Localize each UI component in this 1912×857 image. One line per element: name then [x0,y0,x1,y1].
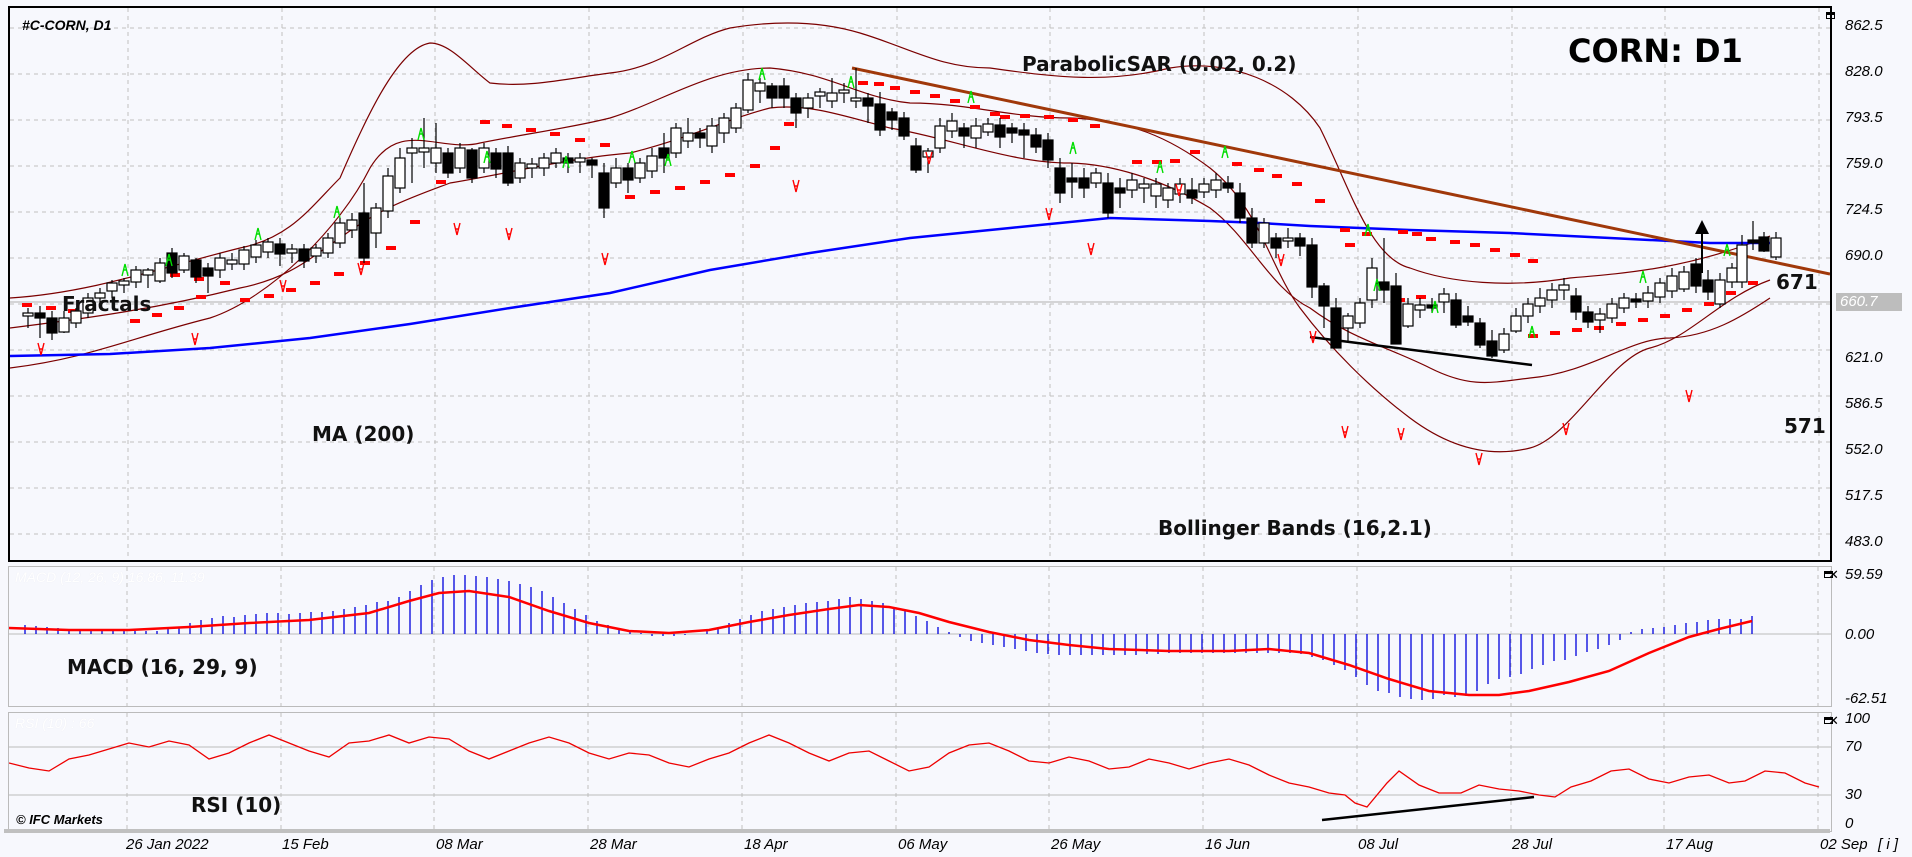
parabolic-sar-label: ParabolicSAR (0.02, 0.2) [1022,52,1297,76]
candles [22,68,1782,358]
up-arrow-signal [1695,220,1709,273]
price-tick: 586.5 [1845,395,1883,412]
price-tick: 483.0 [1845,533,1883,550]
rsi-line [9,734,1820,808]
bollinger-label: Bollinger Bands (16,2.1) [1158,516,1432,540]
rsi-header: RSI (10) : 66 [15,715,95,731]
macd-label: MACD (16, 29, 9) [67,655,258,679]
ma200-label: MA (200) [312,422,415,446]
rsi-trendline [1321,795,1535,822]
rsi-pane[interactable]: RSI (10) : 66 RSI (10) [8,712,1833,832]
symbol-label: #C-CORN, D1 [22,17,112,33]
price-tick: 552.0 [1845,441,1883,458]
date-tick: 02 Sep [1820,836,1868,853]
fractals-label: Fractals [62,292,152,316]
price-tick: 690.0 [1845,247,1883,264]
price-chart-plot [10,8,1830,560]
grid-lines [10,8,1830,560]
macd-tick: 0.00 [1845,626,1875,643]
rsi-tick: 0 [1845,815,1854,832]
date-tick: 28 Mar [590,836,637,853]
price-tick: 793.5 [1845,109,1883,126]
date-tick: 28 Jul [1512,836,1553,853]
rsi-tick: 30 [1845,786,1862,803]
date-tick: 15 Feb [282,836,329,853]
rsi-tick: 70 [1845,738,1862,755]
price-tick: 724.5 [1845,201,1883,218]
price-tick: 517.5 [1845,487,1883,504]
macd-plot [9,567,1831,706]
date-tick: 26 Jan 2022 [126,836,209,853]
current-price-marker: 660.7 [1836,293,1902,311]
price-tick: 862.5 [1845,17,1883,34]
rsi-close-icon[interactable]: ✕ [1828,713,1839,728]
chart-title: CORN: D1 [1568,32,1743,70]
support-trendline [1309,335,1533,367]
date-tick: 26 May [1051,836,1101,853]
support-level-label: 571 [1784,414,1826,438]
date-tick: 08 Mar [436,836,483,853]
rsi-tick: 100 [1845,710,1871,727]
rsi-label: RSI (10) [191,793,282,817]
fractal-down-markers [37,151,1693,466]
fractal-up-markers [121,67,1731,339]
macd-header: MACD (12, 26, 9) 16.86, 11.39 [15,569,205,585]
macd-signal-line [9,589,1753,697]
date-tick: 06 May [898,836,948,853]
maximize-icon[interactable] [1826,12,1835,19]
date-tick: 16 Jun [1205,836,1251,853]
macd-close-icon[interactable]: ✕ [1828,567,1839,582]
price-chart-pane[interactable]: #C-CORN, D1 CORN: D1 ParabolicSAR (0.02,… [8,6,1835,562]
rsi-maximize-icon[interactable] [1824,717,1833,724]
parabolic-sar-dots [22,81,1758,338]
macd-histogram [24,575,1753,700]
price-tick: 828.0 [1845,63,1883,80]
price-tick: 621.0 [1845,349,1883,366]
price-tick: 759.0 [1845,155,1883,172]
downtrend-line [851,66,1830,276]
copyright-label: © IFC Markets [16,812,103,827]
ma200-line [10,216,1770,358]
resistance-level-label: 671 [1776,270,1818,294]
time-axis-end-button[interactable]: [ i ] [1878,836,1899,853]
macd-pane[interactable]: MACD (12, 26, 9) 16.86, 11.39 MACD (16, … [8,566,1833,707]
macd-maximize-icon[interactable] [1824,571,1833,578]
date-tick: 17 Aug [1666,836,1713,853]
macd-tick: -62.51 [1845,690,1888,707]
date-tick: 08 Jul [1358,836,1399,853]
time-axis-scrollbar[interactable] [4,829,1830,833]
rsi-plot [9,713,1831,831]
date-tick: 18 Apr [744,836,788,853]
macd-tick: 59.59 [1845,566,1883,583]
